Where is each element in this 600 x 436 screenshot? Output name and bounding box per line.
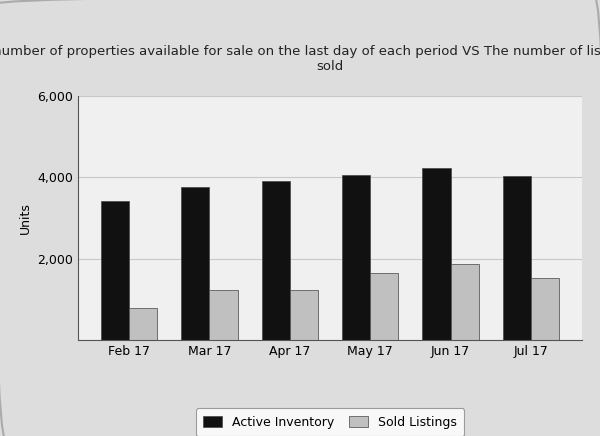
Bar	[422, 168, 451, 340]
Y-axis label: Units: Units	[19, 202, 32, 234]
Bar	[370, 273, 398, 340]
Legend: Active Inventory, Sold Listings: Active Inventory, Sold Listings	[196, 409, 464, 436]
Bar	[209, 290, 238, 340]
Bar	[503, 177, 531, 340]
Bar	[101, 201, 129, 340]
Bar	[531, 278, 559, 340]
Bar	[342, 175, 370, 340]
Bar	[129, 308, 157, 340]
Bar	[262, 181, 290, 340]
Bar	[290, 290, 318, 340]
Text: The number of properties available for sale on the last day of each period VS Th: The number of properties available for s…	[0, 45, 600, 73]
Bar	[181, 187, 209, 340]
Bar	[451, 264, 479, 340]
